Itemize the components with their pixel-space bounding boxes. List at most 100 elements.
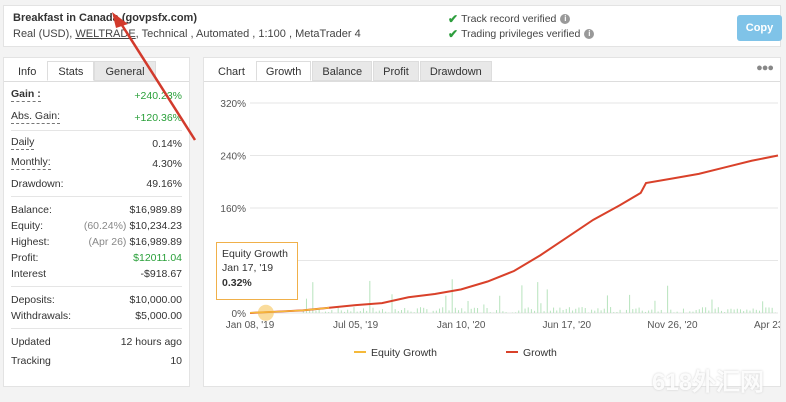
profit-label: Profit: [11,252,39,264]
watermark: 618外汇网 [652,369,765,396]
volume-bar [397,311,399,313]
tab-info[interactable]: Info [18,66,37,78]
stats-tabs: Info Stats General [4,58,189,82]
tab-profit[interactable]: Profit [373,61,419,81]
monthly-label[interactable]: Monthly: [11,156,51,170]
copy-button[interactable]: Copy [737,15,782,41]
legend-equity-label: Equity Growth [371,347,437,359]
volume-bar [435,310,437,313]
volume-bar [527,307,529,313]
volume-bar [518,310,520,313]
withdrawals-label: Withdrawals: [11,310,72,322]
updated-value: 12 hours ago [120,336,182,348]
deposits-label: Deposits: [11,294,55,306]
volume-bar [505,312,507,313]
volume-bar [353,307,355,313]
interest-label: Interest [11,268,47,280]
volume-bar [343,311,345,313]
volume-bar [708,310,710,313]
volume-bar [305,298,307,313]
volume-bar [442,307,444,313]
volume-bar [594,310,596,313]
tab-stats[interactable]: Stats [47,61,95,81]
updated-label: Updated [11,336,51,348]
volume-bar [546,289,548,313]
tab-general[interactable]: General [94,61,156,81]
volume-bar [404,307,406,313]
volume-bar [416,308,418,313]
volume-bar [359,311,361,313]
volume-bar [762,301,764,313]
broker-link[interactable]: WELTRADE [75,28,136,40]
volume-bar [711,299,713,313]
volume-bar [312,282,314,313]
tab-chart[interactable]: Chart [208,61,255,81]
y-tick-label: 320% [220,99,246,110]
equity-value: $10,234.23 [129,220,182,232]
volume-bar [676,311,678,313]
drawdown-value: 49.16% [146,178,182,190]
volume-bar [755,309,757,313]
volume-bar [331,310,333,313]
volume-bar [606,295,608,313]
tracking-value: 10 [170,355,182,367]
volume-bar [366,310,368,313]
volume-bar [451,279,453,313]
tab-balance[interactable]: Balance [312,61,373,81]
legend-growth-label: Growth [523,347,557,359]
volume-bar [600,310,602,313]
tab-drawdown[interactable]: Drawdown [419,61,492,81]
account-type: Real (USD), [13,28,73,40]
volume-bar [328,312,330,313]
withdrawals-value: $5,000.00 [135,310,182,322]
chart-tooltip: Equity Growth Jan 17, '19 0.32% [216,242,298,300]
volume-bar [613,312,615,313]
daily-label[interactable]: Daily [11,136,35,150]
volume-bar [771,307,773,313]
volume-bar [530,309,532,313]
volume-bar [743,310,745,313]
volume-bar [350,311,352,313]
info-icon[interactable]: i [560,14,571,24]
volume-bar [489,312,491,313]
volume-bar [537,282,539,313]
volume-bar [584,308,586,313]
check-icon: ✔ [448,12,459,26]
volume-bar [758,310,760,313]
volume-bar [746,309,748,313]
volume-bar [378,310,380,313]
y-tick-label: 240% [220,152,246,163]
more-options-icon[interactable]: ●●● [756,62,774,74]
volume-bar [689,311,691,313]
volume-bar [524,308,526,313]
equity-label: Equity: [11,220,44,232]
volume-bar [581,307,583,313]
volume-bar [565,308,567,313]
tab-growth[interactable]: Growth [255,61,312,81]
volume-bar [667,285,669,313]
volume-bar [448,310,450,313]
volume-bar [407,310,409,313]
volume-bar [654,300,656,313]
highest-label: Highest: [11,236,50,248]
track-record-verified: ✔ Track record verified i [448,12,571,26]
volume-bar [391,294,393,313]
volume-bar [752,308,754,313]
gain-label[interactable]: Gain : [11,88,41,102]
x-tick-label: Nov 26, '20 [647,320,698,331]
monthly-value: 4.30% [152,158,182,170]
volume-bar [724,312,726,313]
volume-bar [426,309,428,313]
highest-value: $16,989.89 [129,236,182,248]
volume-bar [638,307,640,313]
interest-value: -$918.67 [140,268,182,280]
deposits-value: $10,000.00 [129,294,182,306]
info-icon[interactable]: i [584,29,595,39]
abs-gain-value: +120.36% [134,112,182,124]
tooltip-title: Equity Growth [222,248,288,260]
volume-bar [486,308,488,313]
volume-bar [423,307,425,313]
account-title: Breakfast in Canada (govpsfx.com) [13,12,197,24]
abs-gain-label[interactable]: Abs. Gain: [11,110,61,124]
volume-bar [695,310,697,313]
